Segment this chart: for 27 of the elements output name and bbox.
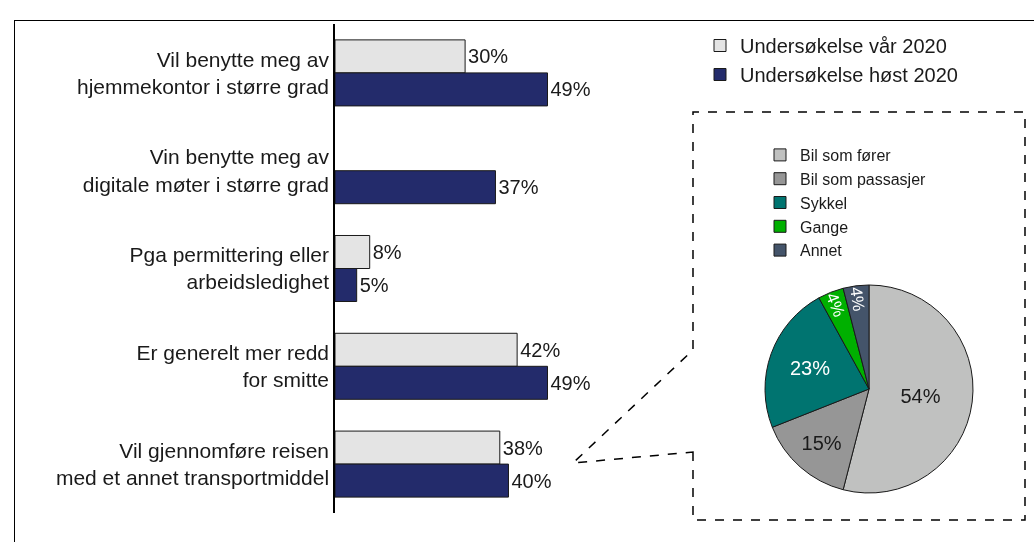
legend-label: Undersøkelse vår 2020 <box>740 35 947 58</box>
bar <box>335 170 496 205</box>
data-label: 4% <box>821 290 849 320</box>
y-tick-label: Vil benytte meg av hjemmekontor i større grad <box>76 47 330 98</box>
legend-label: Bil som fører <box>800 147 892 165</box>
data-label: 49% <box>550 78 591 101</box>
data-label: 40% <box>511 469 552 492</box>
legend-label: Annet <box>800 242 843 260</box>
data-label: 37% <box>498 176 539 199</box>
data-label: 54% <box>900 384 941 407</box>
y-tick-label: Pga permittering eller arbeidsledighet <box>129 243 330 294</box>
legend-label: Gange <box>800 218 849 236</box>
y-tick-label: Vil gjennomføre reisen med et annet transportmiddel <box>55 438 330 490</box>
data-label: 5% <box>359 274 389 297</box>
data-label: 15% <box>801 431 842 454</box>
legend-label: Undersøkelse høst 2020 <box>740 64 958 87</box>
data-label: 4% <box>846 285 869 313</box>
data-label: 38% <box>502 436 544 459</box>
data-label: 42% <box>520 338 561 361</box>
legend-label: Bil som passasjer <box>800 170 927 188</box>
y-tick-label: Vin benytte meg av digitale møter i større grad <box>82 145 330 196</box>
data-label: 23% <box>789 356 831 379</box>
y-tick-label: Er generelt mer redd for smitte <box>136 341 330 392</box>
data-label: 30% <box>468 45 509 68</box>
data-label: 49% <box>550 371 591 394</box>
legend-label: Sykkel <box>800 194 848 212</box>
data-label: 8% <box>372 240 402 263</box>
